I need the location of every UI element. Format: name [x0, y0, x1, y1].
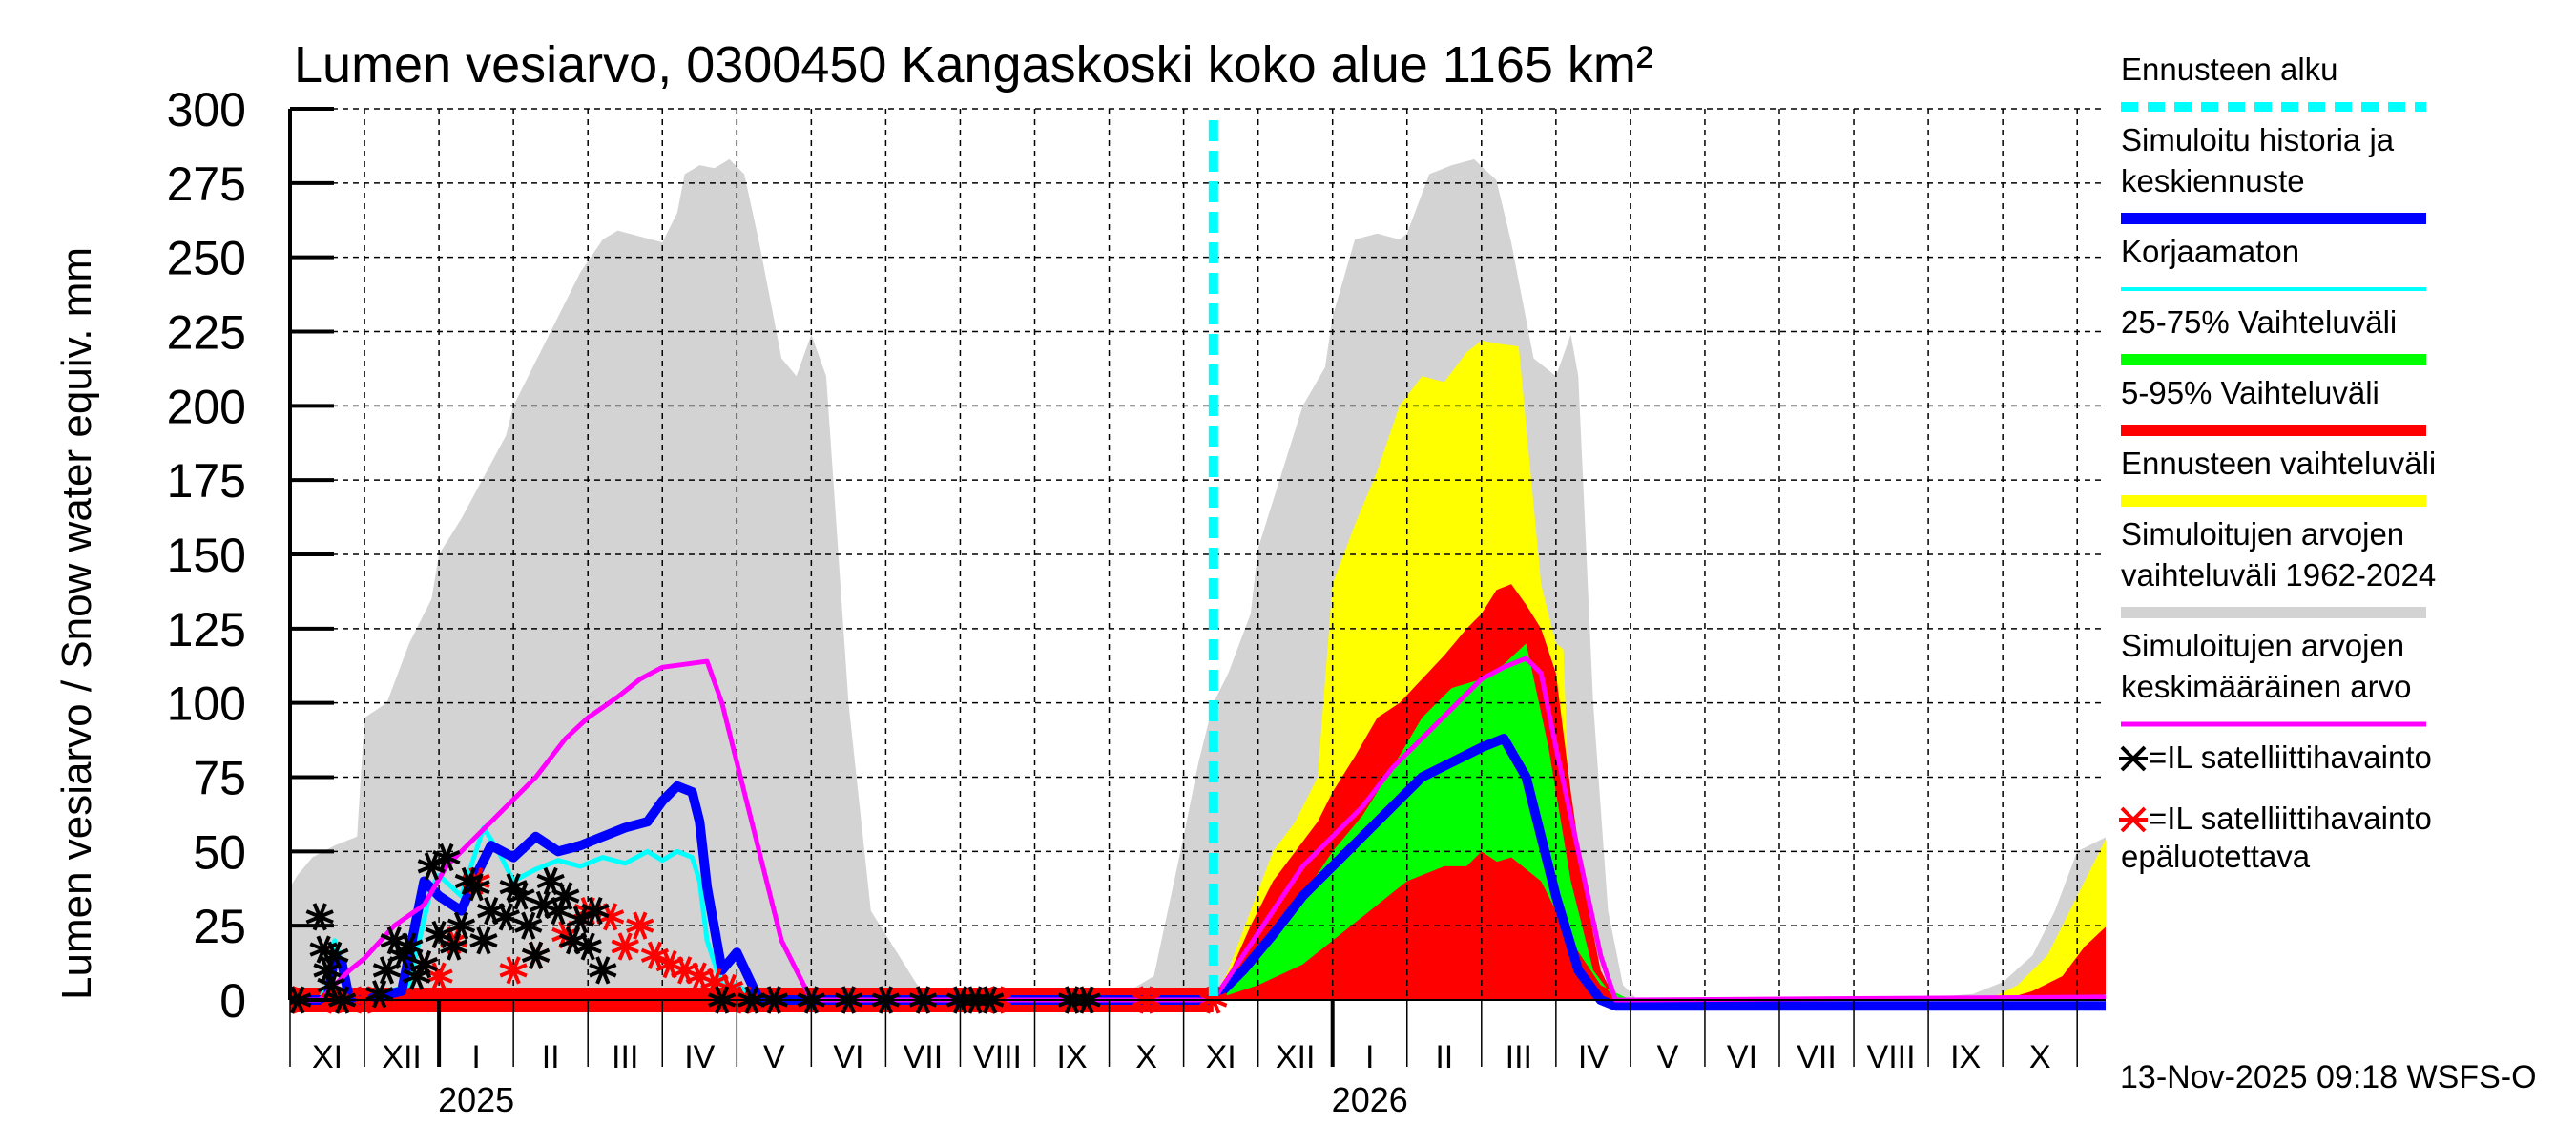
legend-label: 5-95% Vaihteluväli [2121, 375, 2379, 410]
legend-label: keskimääräinen arvo [2121, 669, 2411, 704]
obs-unreliable-marker [499, 956, 528, 985]
legend-label: Simuloitu historia ja [2121, 122, 2395, 157]
chart-title: Lumen vesiarvo, 0300450 Kangaskoski koko… [294, 36, 1653, 94]
y-tick-label: 125 [167, 603, 246, 656]
timestamp: 13-Nov-2025 09:18 WSFS-O [2120, 1059, 2537, 1095]
month-label: VII [904, 1039, 944, 1075]
plot-area [290, 108, 2106, 1014]
month-label: III [612, 1039, 638, 1075]
month-label: VIII [1867, 1039, 1916, 1075]
month-label: XI [1206, 1039, 1236, 1075]
y-tick-label: 75 [193, 752, 246, 805]
legend-label: Simuloitujen arvojen [2121, 628, 2404, 663]
obs-marker [395, 932, 424, 961]
obs-marker [317, 970, 345, 1000]
legend: Ennusteen alku Simuloitu historia ja keski… [2119, 52, 2436, 874]
month-label: I [471, 1039, 480, 1075]
obs-marker [432, 843, 461, 872]
obs-marker [551, 882, 580, 910]
y-tick-label: 25 [193, 900, 246, 953]
y-tick-label: 150 [167, 529, 246, 582]
obs-marker [469, 926, 498, 955]
month-label: XI [312, 1039, 343, 1075]
obs-marker [462, 873, 490, 902]
month-label: VIII [973, 1039, 1022, 1075]
year-label: 2026 [1332, 1080, 1408, 1119]
obs-marker [573, 932, 602, 961]
legend-marker-icon [2119, 745, 2148, 772]
obs-marker [321, 941, 349, 969]
legend-label: 25-75% Vaihteluväli [2121, 304, 2397, 340]
month-label: III [1506, 1039, 1532, 1075]
month-label: X [1135, 1039, 1157, 1075]
month-label: IX [1950, 1039, 1981, 1075]
obs-marker [417, 852, 446, 881]
y-tick-label: 200 [167, 380, 246, 433]
y-tick-label: 100 [167, 677, 246, 731]
obs-marker [507, 882, 535, 910]
legend-label: =IL satelliittihavainto [2149, 801, 2432, 836]
year-label: 2025 [438, 1080, 514, 1119]
month-label: IV [1578, 1039, 1609, 1075]
obs-marker [521, 941, 551, 969]
hist-range-area [290, 158, 2106, 1000]
y-tick-label: 50 [193, 825, 246, 879]
obs-marker [365, 980, 394, 1009]
legend-label: epäluotettava [2121, 839, 2311, 874]
y-tick-label: 300 [167, 83, 246, 136]
month-label: IV [684, 1039, 715, 1075]
month-label: II [542, 1039, 560, 1075]
y-tick-label: 275 [167, 157, 246, 211]
legend-label: Simuloitujen arvojen [2121, 516, 2404, 552]
series-layer [290, 108, 2106, 1014]
p5-95-lower-area [1213, 851, 1631, 1000]
obs-marker [566, 906, 595, 934]
obs-marker [447, 911, 476, 940]
legend-label: =IL satelliittihavainto [2149, 739, 2432, 775]
hist-mean-line [290, 656, 2106, 1003]
obs-unreliable-marker [611, 932, 639, 961]
month-label: XII [1276, 1039, 1316, 1075]
obs-marker [581, 896, 610, 926]
month-label: V [1657, 1039, 1679, 1075]
month-label: VI [833, 1039, 863, 1075]
y-axis-label: Lumen vesiarvo / Snow water equiv. mm [53, 247, 100, 1000]
month-label: I [1365, 1039, 1374, 1075]
obs-marker [477, 896, 506, 926]
y-tick-label: 0 [219, 974, 246, 1028]
obs-unreliable-marker [626, 911, 654, 940]
month-label: II [1435, 1039, 1453, 1075]
obs-marker [425, 920, 453, 949]
month-label: XII [382, 1039, 422, 1075]
y-tick-label: 225 [167, 306, 246, 360]
legend-label: Ennusteen vaihteluväli [2121, 446, 2436, 481]
simulated-line [290, 734, 2106, 1011]
month-label: VII [1797, 1039, 1837, 1075]
p25-75-area [1213, 643, 2106, 1000]
legend-label: vaihteluväli 1962-2024 [2121, 557, 2436, 593]
legend-label: Korjaamaton [2121, 234, 2299, 269]
y-tick-label: 175 [167, 454, 246, 508]
legend-label: Ennusteen alku [2121, 52, 2338, 87]
month-label: X [2029, 1039, 2051, 1075]
month-label: IX [1056, 1039, 1087, 1075]
obs-marker [589, 956, 617, 985]
obs-marker [491, 903, 520, 931]
legend-marker-icon [2119, 806, 2148, 833]
legend-label: keskiennuste [2121, 163, 2305, 198]
month-label: VI [1727, 1039, 1757, 1075]
y-tick-label: 250 [167, 232, 246, 285]
p5-95-area [1213, 584, 2106, 1000]
obs-marker [514, 911, 543, 940]
month-label: V [763, 1039, 785, 1075]
obs-marker [409, 950, 439, 979]
